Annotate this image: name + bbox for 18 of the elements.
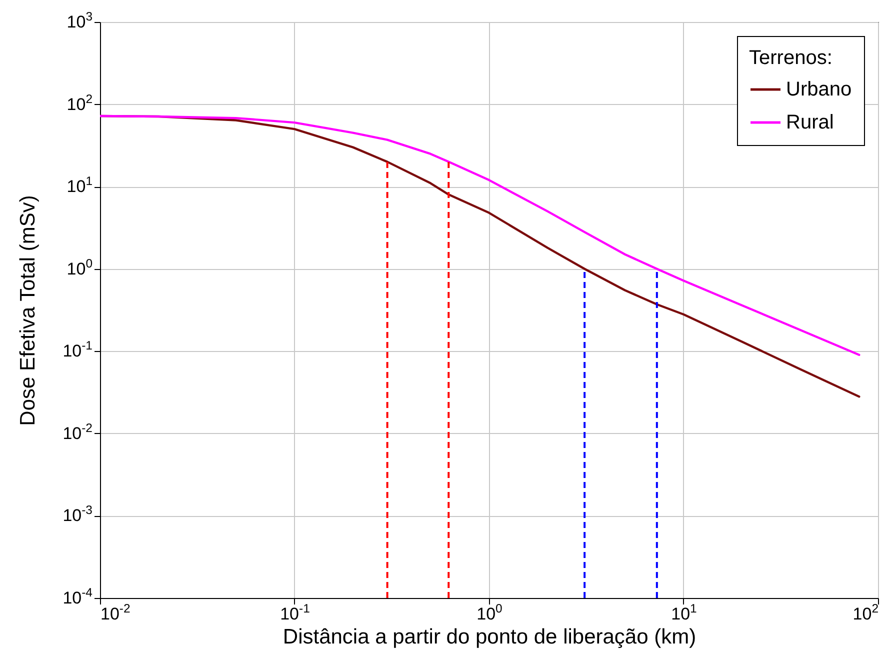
legend-label: Urbano	[786, 78, 852, 100]
y-tick-label: 10$^{-4}$	[62, 586, 93, 608]
legend-title: Terrenos:	[749, 47, 832, 69]
legend-label: Rural	[786, 112, 834, 134]
y-axis-title: Dose Efetiva Total (mSv)	[16, 195, 40, 426]
y-tick-label: 10$^{-1}$	[62, 338, 93, 361]
y-tick-label: 10$^{1}$	[66, 174, 93, 196]
x-tick-label: 10$^{-1}$	[280, 602, 310, 624]
x-tick-label: 10$^{0}$	[476, 602, 503, 624]
x-tick-label: 10$^{1}$	[671, 602, 698, 624]
y-tick-label: 10$^{3}$	[66, 10, 93, 32]
y-tick-label: 10$^{0}$	[66, 256, 93, 278]
x-tick-label: 10$^{2}$	[852, 602, 879, 624]
y-tick-label: 10$^{2}$	[66, 92, 93, 114]
y-tick-label: 10$^{-2}$	[62, 420, 93, 443]
y-tick-label: 10$^{-3}$	[62, 503, 93, 526]
x-tick-label: 10$^{-2}$	[100, 602, 130, 624]
x-axis-title: Distância a partir do ponto de liberação (km)	[282, 626, 696, 648]
